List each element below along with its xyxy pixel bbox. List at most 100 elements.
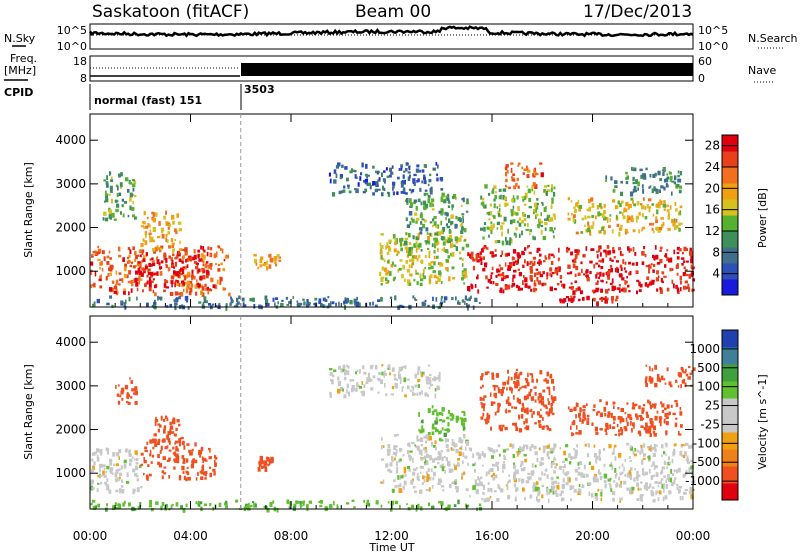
- heatmap-cell: [628, 414, 632, 417]
- heatmap-cell: [111, 280, 115, 284]
- heatmap-cell: [390, 500, 395, 505]
- heatmap-cell: [181, 465, 185, 471]
- heatmap-cell: [493, 198, 496, 202]
- velocity-colorbar-label: Velocity [m s^-1]: [756, 374, 769, 469]
- heatmap-cell: [518, 272, 522, 277]
- heatmap-cell: [649, 173, 652, 178]
- heatmap-cell: [619, 274, 623, 277]
- heatmap-cell: [527, 245, 529, 249]
- heatmap-cell: [428, 250, 431, 255]
- heatmap-cell: [440, 212, 443, 216]
- heatmap-cell: [195, 291, 198, 296]
- heatmap-cell: [274, 297, 279, 300]
- heatmap-cell: [536, 486, 540, 491]
- heatmap-cell: [432, 224, 434, 228]
- heatmap-cell: [223, 287, 227, 291]
- heatmap-cell: [612, 199, 616, 203]
- heatmap-cell: [532, 182, 536, 187]
- heatmap-cell: [535, 209, 538, 213]
- heatmap-cell: [154, 246, 158, 252]
- heatmap-cell: [613, 285, 616, 288]
- heatmap-cell: [543, 449, 546, 453]
- heatmap-cell: [629, 248, 632, 252]
- heatmap-cell: [391, 489, 395, 493]
- heatmap-cell: [529, 260, 533, 264]
- heatmap-cell: [603, 249, 607, 253]
- heatmap-cell: [212, 468, 216, 472]
- heatmap-cell: [369, 365, 373, 370]
- heatmap-cell: [380, 504, 383, 508]
- heatmap-cell: [202, 459, 205, 464]
- heatmap-cell: [383, 170, 386, 173]
- heatmap-cell: [276, 254, 280, 258]
- heatmap-cell: [668, 213, 670, 216]
- heatmap-cell: [97, 248, 102, 254]
- heatmap-cell: [381, 371, 384, 376]
- heatmap-cell: [153, 302, 156, 305]
- heatmap-cell: [461, 222, 464, 225]
- heatmap-cell: [626, 219, 630, 223]
- heatmap-cell: [144, 231, 147, 235]
- heatmap-cell: [511, 256, 514, 261]
- heatmap-cell: [112, 505, 116, 510]
- heatmap-cell: [111, 472, 114, 475]
- heatmap-cell: [165, 237, 167, 243]
- heatmap-cell: [300, 505, 302, 509]
- heatmap-cell: [101, 250, 105, 255]
- heatmap-cell: [547, 398, 549, 401]
- heatmap-cell: [126, 392, 129, 395]
- heatmap-cell: [359, 176, 362, 181]
- heatmap-cell: [652, 499, 656, 503]
- heatmap-cell: [406, 162, 409, 165]
- heatmap-cell: [581, 418, 585, 422]
- heatmap-cell: [563, 472, 566, 475]
- heatmap-cell: [579, 489, 582, 494]
- heatmap-cell: [463, 435, 466, 439]
- heatmap-cell: [197, 268, 201, 273]
- heatmap-cell: [149, 277, 151, 281]
- heatmap-cell: [585, 269, 589, 274]
- heatmap-cell: [422, 475, 425, 480]
- heatmap-cell: [198, 504, 201, 507]
- heatmap-cell: [268, 264, 272, 269]
- heatmap-cell: [550, 253, 554, 257]
- heatmap-cell: [266, 260, 268, 266]
- heatmap-cell: [143, 459, 147, 464]
- heatmap-cell: [118, 192, 122, 196]
- heatmap-cell: [422, 224, 426, 229]
- heatmap-cell: [567, 406, 570, 410]
- heatmap-cell: [636, 498, 640, 501]
- heatmap-cell: [109, 188, 113, 193]
- heatmap-cell: [424, 240, 428, 243]
- heatmap-cell: [417, 366, 421, 371]
- heatmap-cell: [619, 432, 622, 435]
- heatmap-cell: [133, 258, 137, 263]
- heatmap-cell: [313, 303, 316, 306]
- heatmap-cell: [418, 429, 420, 432]
- heatmap-cell: [649, 433, 652, 438]
- heatmap-cell: [399, 449, 402, 453]
- heatmap-cell: [503, 456, 507, 460]
- heatmap-cell: [529, 373, 533, 376]
- heatmap-cell: [155, 212, 158, 217]
- heatmap-cell: [631, 262, 635, 266]
- heatmap-cell: [651, 446, 655, 451]
- heatmap-cell: [120, 172, 123, 177]
- heatmap-cell: [90, 479, 94, 484]
- heatmap-cell: [641, 261, 645, 265]
- heatmap-cell: [399, 376, 402, 380]
- heatmap-cell: [439, 302, 442, 307]
- heatmap-cell: [649, 483, 652, 488]
- heatmap-cell: [98, 474, 101, 478]
- heatmap-cell: [544, 255, 547, 259]
- heatmap-cell: [381, 445, 383, 450]
- heatmap-cell: [638, 415, 643, 417]
- heatmap-cell: [686, 455, 689, 460]
- heatmap-cell: [176, 458, 180, 464]
- heatmap-cell: [395, 470, 399, 474]
- heatmap-cell: [293, 503, 297, 508]
- heatmap-cell: [481, 451, 484, 456]
- heatmap-cell: [415, 217, 420, 221]
- heatmap-cell: [364, 181, 368, 185]
- heatmap-cell: [424, 219, 427, 223]
